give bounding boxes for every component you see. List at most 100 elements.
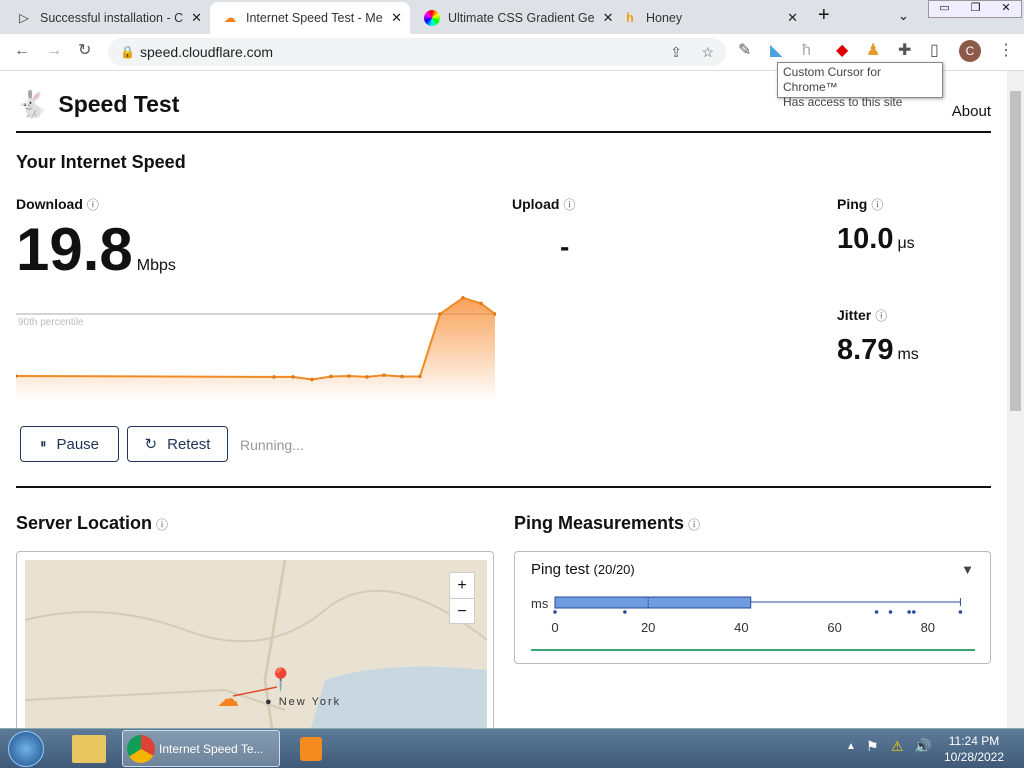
profile-avatar[interactable]: C — [959, 40, 981, 62]
tab-css-gradient[interactable]: Ultimate CSS Gradient Ge ✕ — [412, 2, 614, 34]
download-graph: 90th percentile — [16, 296, 496, 401]
taskbar-chrome-window[interactable]: Internet Speed Te... — [122, 730, 280, 767]
graph-point — [479, 301, 483, 306]
close-window-button[interactable]: ✕ — [1001, 2, 1011, 14]
outlier-point — [958, 610, 963, 614]
custom-cursor-extension-icon[interactable]: ◣ — [770, 42, 783, 59]
city-label: ● New York — [265, 696, 342, 708]
cloudflare-marker-icon[interactable]: ☁ — [217, 686, 239, 711]
explorer-icon[interactable] — [72, 735, 106, 763]
minimize-button[interactable]: ▭ — [939, 2, 950, 14]
server-map-card: ☁ 📍 ● New York + − — [16, 551, 494, 728]
address-bar[interactable]: 🔒 speed.cloudflare.com ⇪ ☆ — [108, 38, 726, 66]
scrollbar-thumb[interactable] — [1010, 91, 1021, 411]
start-button[interactable] — [8, 731, 44, 767]
cursor-icon: ▷ — [19, 11, 29, 25]
tab-speed-test[interactable]: ☁ Internet Speed Test - Me ✕ — [210, 2, 410, 34]
lock-icon: 🔒 — [120, 45, 135, 59]
server-location-heading: Server Location ⓘ — [16, 513, 169, 533]
tab-successful-installation[interactable]: ▷ Successful installation - C ✕ — [4, 2, 210, 34]
page-content: 🐇 Speed Test About Your Internet Speed Do… — [0, 71, 1007, 728]
honey-icon: h — [626, 11, 634, 25]
new-tab-button[interactable]: + — [818, 4, 830, 26]
volume-icon[interactable]: 🔊 — [914, 738, 932, 754]
jitter-label: Jitter ⓘ — [837, 307, 888, 323]
graph-point — [291, 375, 295, 379]
close-tab-icon[interactable]: ✕ — [191, 10, 203, 25]
page-title: Speed Test — [58, 91, 180, 117]
retest-button[interactable]: ↻ Retest — [127, 426, 228, 462]
tick-label: 80 — [921, 620, 935, 635]
upload-label: Upload ⓘ — [512, 196, 576, 212]
info-icon[interactable]: ⓘ — [871, 198, 884, 212]
map[interactable]: ☁ 📍 ● New York + − — [25, 560, 487, 728]
graph-point — [347, 374, 351, 378]
tab-honey[interactable]: h Honey ✕ — [610, 2, 806, 34]
scrollbar[interactable] — [1007, 71, 1024, 728]
unit-label: ms — [531, 596, 549, 611]
media-player-icon[interactable] — [300, 737, 322, 761]
bookmark-star-icon[interactable]: ☆ — [701, 43, 714, 60]
graph-point — [329, 374, 333, 379]
close-tab-icon[interactable]: ✕ — [391, 10, 402, 25]
window-controls: ▭ ❐ ✕ — [928, 0, 1022, 18]
back-icon[interactable]: ← — [14, 42, 30, 59]
restore-button[interactable]: ❐ — [970, 2, 981, 14]
outlier-point — [907, 610, 911, 614]
forward-icon[interactable]: → — [46, 42, 62, 59]
tab-strip: ▷ Successful installation - C ✕ ☁ Internet … — [0, 0, 1024, 34]
share-icon[interactable]: ⇪ — [670, 43, 682, 60]
honey-extension-icon[interactable]: ♟ — [866, 42, 881, 59]
status-text: Running... — [240, 437, 304, 453]
tick-label: 20 — [641, 620, 655, 635]
outlier-point — [874, 610, 879, 614]
graph-point — [438, 312, 442, 316]
roblox-extension-icon[interactable]: ◆ — [836, 42, 849, 59]
download-value: 19.8 Mbps — [16, 216, 176, 283]
graph-point — [365, 375, 369, 379]
about-link[interactable]: About — [951, 103, 991, 120]
action-center-flag-icon[interactable]: ⚑ — [866, 738, 879, 754]
tab-search-chevron-icon[interactable]: ⌄ — [898, 8, 909, 23]
graph-point — [272, 375, 276, 379]
close-tab-icon[interactable]: ✕ — [787, 10, 798, 25]
clock[interactable]: 11:24 PM 10/28/2022 — [943, 734, 1005, 764]
menu-kebab-icon[interactable]: ⋮ — [998, 42, 1014, 59]
info-icon[interactable]: ⓘ — [86, 198, 99, 212]
taskbar: Internet Speed Te... ▲ ⚑ ⚠ 🔊 11:24 PM 10/… — [0, 728, 1024, 768]
info-icon[interactable]: ⓘ — [688, 518, 701, 532]
tick-label: 0 — [551, 620, 558, 635]
ping-boxplot: ms 0 20 40 60 80 — [531, 596, 975, 651]
show-hidden-icons[interactable]: ▲ — [846, 741, 856, 752]
graph-point — [493, 312, 496, 316]
ping-test-title: Ping test (20/20) — [531, 561, 635, 578]
pause-button[interactable]: ⏸ Pause — [20, 426, 119, 462]
extensions-puzzle-icon[interactable]: ✚ — [898, 42, 912, 59]
retest-icon: ↻ — [144, 436, 158, 453]
info-icon[interactable]: ⓘ — [563, 198, 576, 212]
close-tab-icon[interactable]: ✕ — [602, 10, 614, 25]
section-heading: Your Internet Speed — [16, 152, 186, 172]
info-icon[interactable]: ⓘ — [875, 309, 888, 323]
tick-label: 60 — [827, 620, 841, 635]
info-icon[interactable]: ⓘ — [156, 518, 169, 532]
outlier-point — [912, 610, 916, 614]
tick-label: 40 — [734, 620, 748, 635]
eyedropper-extension-icon[interactable]: ✎ — [738, 42, 752, 59]
outlier-point — [888, 610, 893, 614]
expand-caret-icon[interactable]: ▼ — [961, 562, 974, 577]
zoom-in-button[interactable]: + — [450, 573, 474, 599]
pause-icon: ⏸ — [39, 436, 47, 451]
ping-card: Ping test (20/20) ▼ ms 0 20 40 60 80 — [514, 551, 991, 664]
outlier-point — [553, 610, 557, 614]
side-panel-icon[interactable]: ▯ — [930, 42, 939, 59]
ping-label: Ping ⓘ — [837, 196, 884, 212]
location-pin-icon[interactable]: 📍 — [267, 667, 295, 692]
map-roads — [25, 560, 487, 728]
reload-icon[interactable]: ↻ — [78, 42, 92, 59]
extension-tooltip: Custom Cursor for Chrome™ Has access to t… — [777, 62, 943, 109]
zoom-out-button[interactable]: − — [457, 603, 467, 620]
network-warning-icon[interactable]: ⚠ — [891, 738, 904, 754]
extension-icon[interactable]: ћ — [802, 42, 811, 59]
percentile-label: 90th percentile — [18, 317, 84, 328]
